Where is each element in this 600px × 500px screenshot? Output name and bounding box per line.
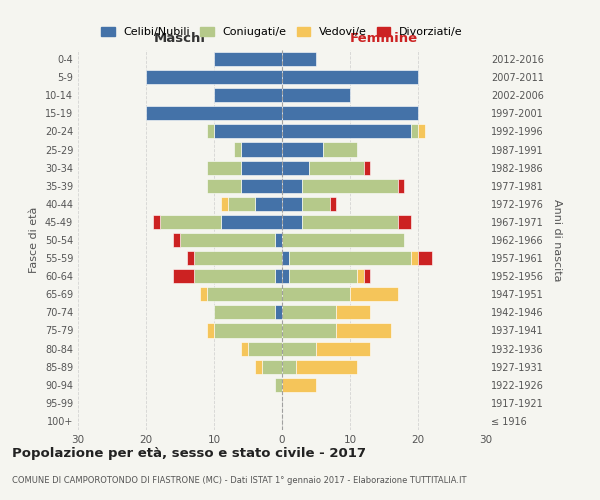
Y-axis label: Fasce di età: Fasce di età [29,207,39,273]
Bar [282,178,302,193]
Bar [337,324,391,338]
Bar [255,197,282,211]
Bar [282,142,323,156]
Text: Maschi: Maschi [154,32,206,44]
Bar [309,160,364,174]
Bar [187,251,194,265]
Bar [289,269,357,283]
Text: COMUNE DI CAMPOROTONDO DI FIASTRONE (MC) - Dati ISTAT 1° gennaio 2017 - Elaboraz: COMUNE DI CAMPOROTONDO DI FIASTRONE (MC)… [12,476,467,485]
Bar [173,269,194,283]
Bar [302,178,398,193]
Bar [146,106,282,120]
Bar [357,269,364,283]
Bar [418,124,425,138]
Bar [282,52,316,66]
Bar [275,269,282,283]
Bar [241,142,282,156]
Bar [214,324,282,338]
Bar [282,124,411,138]
Bar [282,324,337,338]
Bar [146,70,282,84]
Bar [214,52,282,66]
Bar [418,251,431,265]
Bar [207,324,214,338]
Bar [282,106,418,120]
Bar [241,178,282,193]
Bar [275,378,282,392]
Bar [282,342,316,355]
Bar [207,178,241,193]
Bar [275,233,282,247]
Bar [282,197,302,211]
Bar [207,124,214,138]
Bar [337,306,370,320]
Bar [200,287,207,302]
Bar [227,197,255,211]
Bar [282,287,350,302]
Bar [282,306,337,320]
Bar [282,360,296,374]
Bar [282,378,316,392]
Bar [255,360,262,374]
Bar [248,342,282,355]
Bar [329,197,337,211]
Bar [411,124,418,138]
Bar [153,215,160,229]
Legend: Celibi/Nubili, Coniugati/e, Vedovi/e, Divorziati/e: Celibi/Nubili, Coniugati/e, Vedovi/e, Di… [98,24,466,40]
Bar [411,251,418,265]
Y-axis label: Anni di nascita: Anni di nascita [552,198,562,281]
Bar [241,160,282,174]
Text: Femmine: Femmine [350,32,418,44]
Bar [323,142,357,156]
Bar [398,178,404,193]
Bar [275,306,282,320]
Bar [316,342,370,355]
Bar [282,269,289,283]
Bar [282,160,309,174]
Bar [262,360,282,374]
Bar [302,215,398,229]
Bar [194,269,275,283]
Bar [235,142,241,156]
Bar [364,160,370,174]
Bar [194,251,282,265]
Bar [160,215,221,229]
Bar [221,197,227,211]
Bar [289,251,411,265]
Bar [282,70,418,84]
Bar [350,287,398,302]
Bar [282,215,302,229]
Bar [282,88,350,102]
Bar [214,88,282,102]
Bar [207,160,241,174]
Bar [207,287,282,302]
Bar [214,306,275,320]
Bar [398,215,411,229]
Bar [180,233,275,247]
Bar [221,215,282,229]
Bar [364,269,370,283]
Bar [214,124,282,138]
Bar [282,251,289,265]
Text: Popolazione per età, sesso e stato civile - 2017: Popolazione per età, sesso e stato civil… [12,448,366,460]
Bar [302,197,329,211]
Bar [173,233,180,247]
Bar [296,360,357,374]
Bar [282,233,404,247]
Bar [241,342,248,355]
